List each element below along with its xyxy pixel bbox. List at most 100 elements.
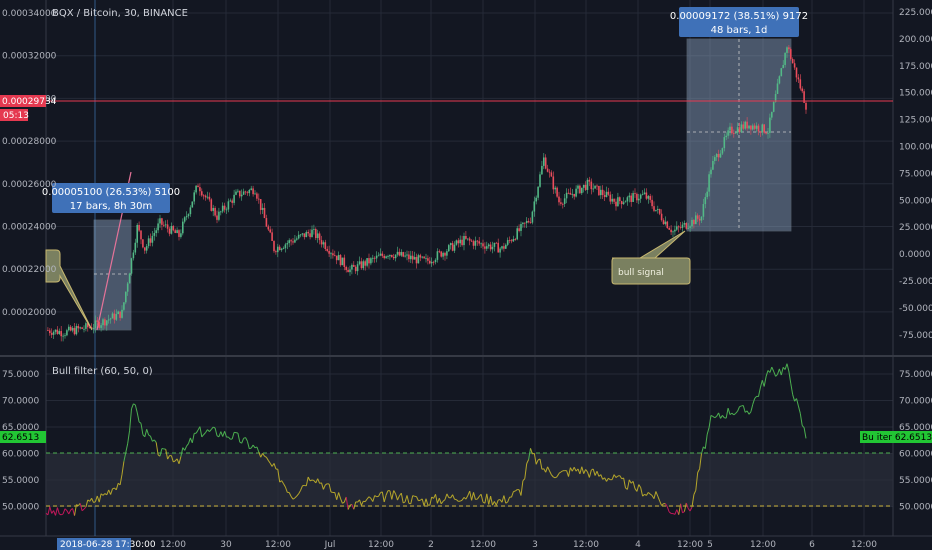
indicator-band [46, 453, 893, 506]
candle-body [704, 197, 707, 205]
indicator-segment [412, 495, 415, 497]
time-axis-label: 12:00 [160, 540, 186, 550]
candle-body [723, 137, 726, 149]
candle-body [529, 222, 532, 223]
candle-body [332, 253, 334, 256]
percent-axis-label: 75.0000 [899, 169, 932, 179]
candle-body [183, 217, 186, 222]
indicator-segment [349, 503, 353, 506]
candle-body [227, 201, 230, 210]
candle-body [480, 243, 482, 245]
indicator-segment [566, 470, 569, 477]
candle-body [482, 243, 484, 247]
candle-body [318, 233, 321, 241]
indicator-segment [729, 412, 733, 415]
current-price-tag [0, 95, 46, 107]
candle-body [753, 125, 756, 129]
candle-body [417, 255, 420, 264]
indicator-segment [322, 484, 326, 490]
indicator-segment [545, 466, 549, 473]
candle-body [240, 194, 243, 197]
candle-body [556, 187, 558, 197]
percent-axis-label: 50.0000 [899, 196, 932, 206]
callout-bull-signal[interactable] [611, 230, 691, 285]
candle-body [123, 302, 125, 310]
indicator-segment [315, 478, 319, 484]
price-axis-label: 0.00022000 [2, 265, 57, 275]
indicator-segment [243, 437, 246, 439]
indicator-segment [661, 503, 664, 506]
indicator-segment [571, 467, 575, 472]
candle-body [467, 238, 469, 240]
candle-body [581, 187, 583, 194]
candle-body [182, 221, 184, 234]
time-axis-label: 2 [428, 540, 434, 550]
candle-body [387, 256, 389, 258]
symbol-title[interactable]: BQX / Bitcoin, 30, BINANCE [52, 8, 188, 19]
indicator-segment [526, 459, 530, 464]
indicator-left-axis-label: 60.0000 [2, 450, 39, 460]
indicator-segment [288, 492, 292, 497]
indicator-segment [231, 432, 235, 440]
candle-body [752, 125, 754, 130]
indicator-segment [395, 493, 398, 501]
indicator-value-tag-right [860, 431, 932, 443]
candle-body [62, 335, 64, 337]
indicator-segment [579, 466, 583, 475]
measure-1-line1: 0.00005100 (26.53%) 5100 [42, 187, 180, 198]
indicator-segment [530, 448, 533, 455]
candle-body [225, 209, 228, 211]
candle-body [430, 261, 433, 264]
candle-body [140, 230, 142, 240]
candle-body [195, 185, 197, 193]
candle-body [115, 314, 118, 320]
candle-body [223, 205, 226, 210]
candle-body [539, 174, 541, 187]
indicator-segment [594, 471, 598, 476]
candle-body [767, 132, 769, 134]
candle-body [404, 255, 406, 257]
candle-body [772, 102, 775, 112]
indicator-title[interactable]: Bull filter (60, 50, 0) [52, 366, 153, 377]
candle-body [731, 126, 733, 134]
candle-body [201, 191, 203, 196]
candle-body [506, 240, 509, 245]
candle-body [571, 193, 574, 195]
candle-body [520, 224, 522, 231]
indicator-segment [205, 429, 208, 433]
candle-body [273, 240, 275, 252]
measure-range-1[interactable] [93, 219, 132, 331]
candle-body [360, 261, 363, 269]
candle-body [434, 259, 437, 263]
indicator-segment [76, 504, 79, 507]
candle-body [685, 223, 688, 229]
candle-body [573, 193, 575, 197]
callout-left[interactable] [45, 249, 93, 331]
indicator-segment [706, 427, 710, 435]
candle-body [94, 320, 97, 329]
candle-body [389, 254, 391, 257]
indicator-right-axis-label: 55.0000 [899, 476, 932, 486]
indicator-segment [763, 376, 767, 387]
time-axis-label: 12:00 [750, 540, 776, 550]
candle-body [465, 235, 467, 239]
candle-body [790, 49, 792, 60]
indicator-segment [68, 509, 72, 515]
indicator-segment [803, 427, 807, 439]
candle-body [738, 127, 741, 133]
candle-body [161, 218, 163, 225]
indicator-segment [636, 484, 640, 492]
candle-body [121, 309, 123, 318]
indicator-segment [81, 508, 85, 512]
candle-body [645, 192, 648, 199]
candle-body [221, 205, 224, 212]
indicator-segment [727, 407, 731, 415]
candle-body [330, 253, 332, 255]
indicator-segment [153, 439, 157, 443]
candle-body [77, 326, 80, 329]
indicator-segment [64, 508, 68, 511]
candle-body [237, 190, 239, 192]
candle-body [451, 243, 454, 251]
indicator-segment [121, 461, 125, 475]
